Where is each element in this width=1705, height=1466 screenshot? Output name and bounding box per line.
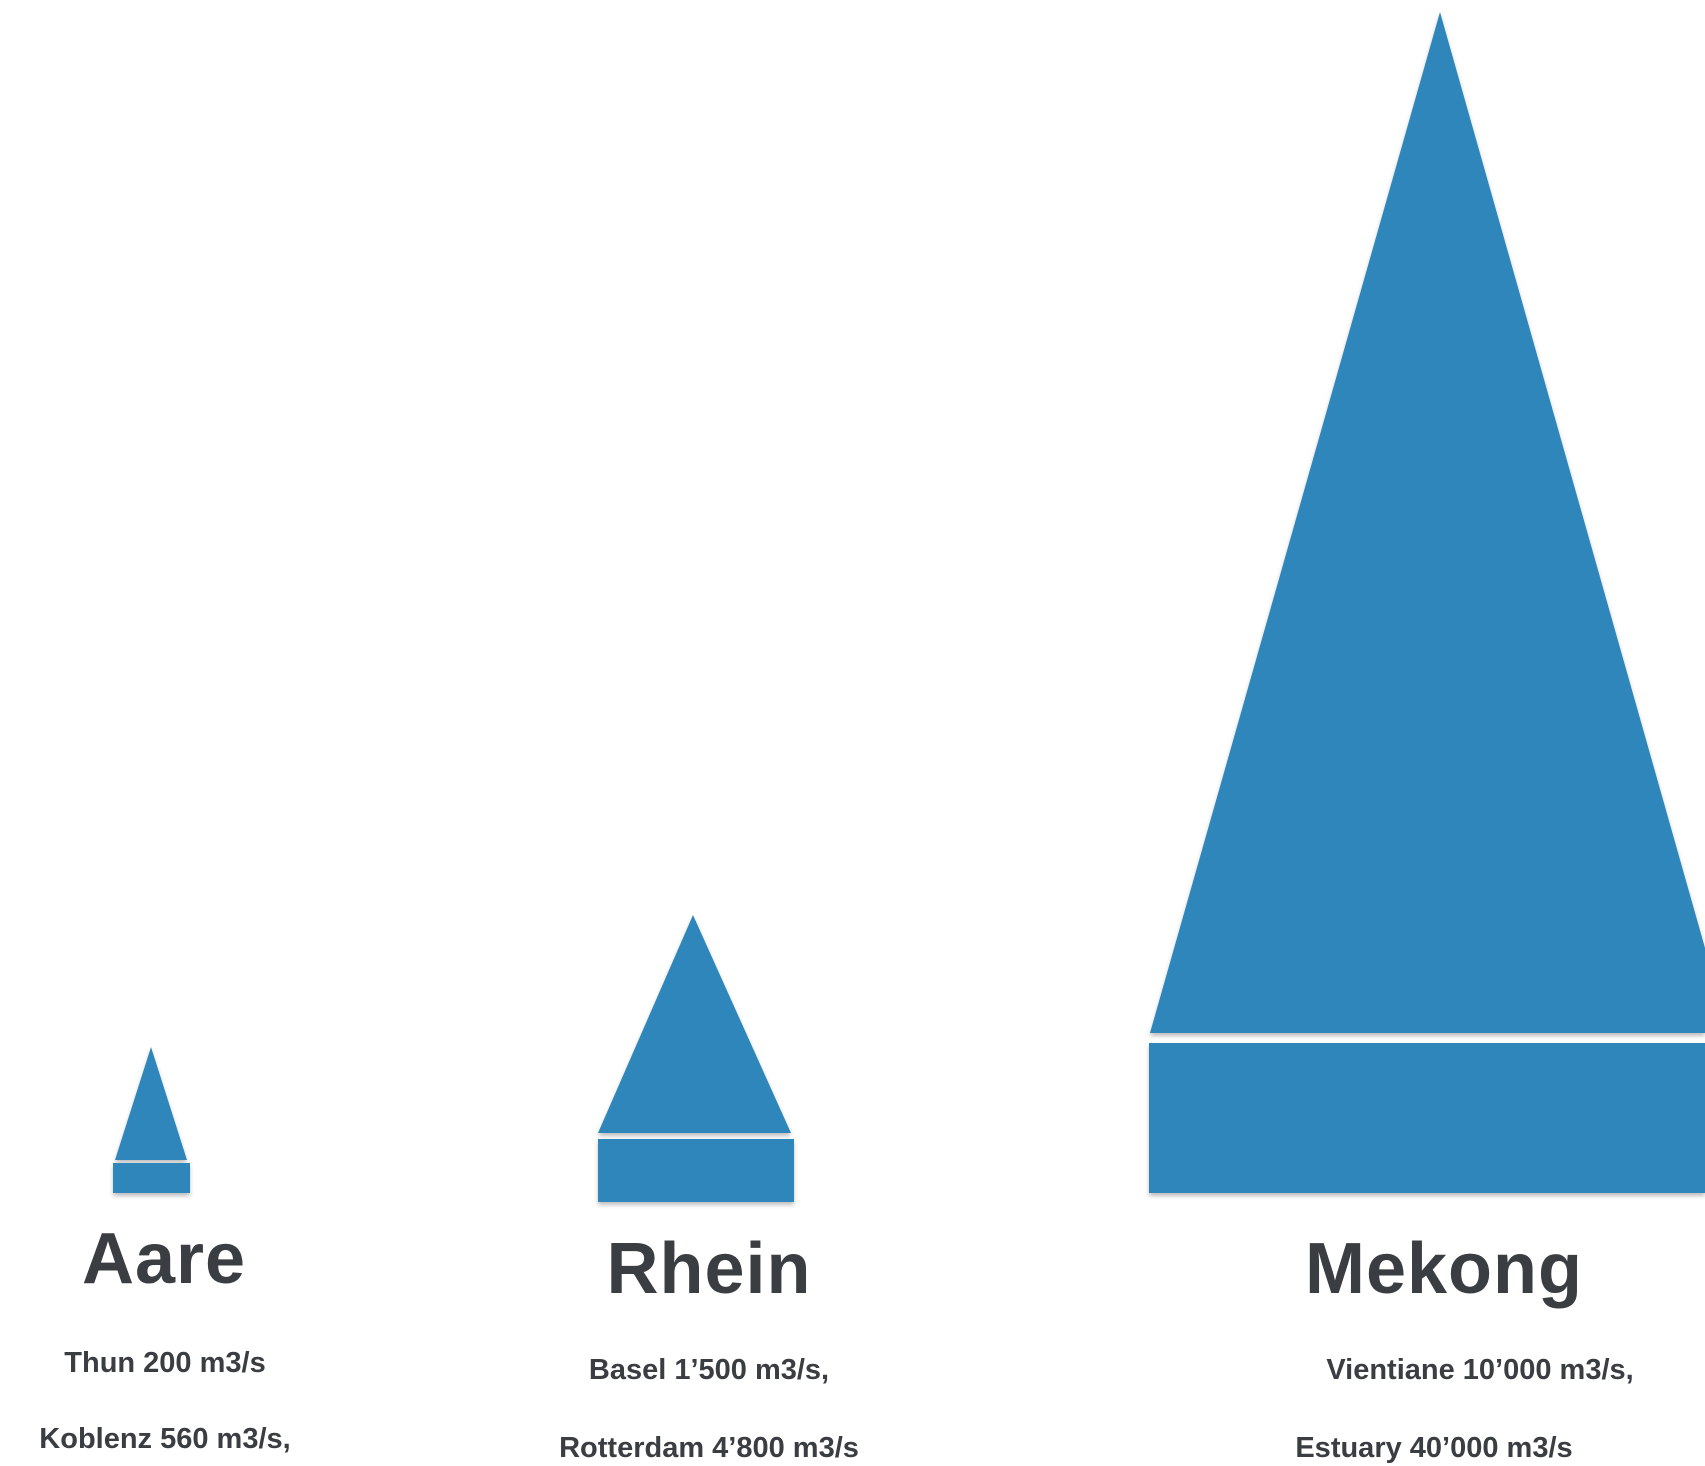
mekong-symbol <box>1149 12 1705 1193</box>
mekong-name: Mekong <box>1304 1229 1584 1309</box>
mekong-station-2: Estuary 40’000 m3/s <box>1295 1432 1573 1464</box>
mekong-triangle <box>1150 12 1705 1033</box>
rhein-triangle <box>598 915 791 1133</box>
aare-name: Aare <box>81 1219 247 1299</box>
aare-triangle <box>115 1047 187 1160</box>
mekong-station-1: Vientiane 10’000 m3/s, <box>1326 1354 1634 1386</box>
rhein-station-1: Basel 1’500 m3/s, <box>588 1354 830 1386</box>
aare-station-2: Koblenz 560 m3/s, <box>39 1423 291 1455</box>
aare-base-block <box>113 1163 190 1193</box>
rhein-name: Rhein <box>606 1229 812 1309</box>
rhein-base-block <box>598 1139 794 1202</box>
rhein-symbol <box>598 915 794 1202</box>
aare-station-1: Thun 200 m3/s <box>64 1347 266 1379</box>
aare-symbol <box>113 1047 190 1193</box>
mekong-base-block <box>1149 1043 1705 1193</box>
rhein-station-2: Rotterdam 4’800 m3/s <box>559 1432 859 1464</box>
